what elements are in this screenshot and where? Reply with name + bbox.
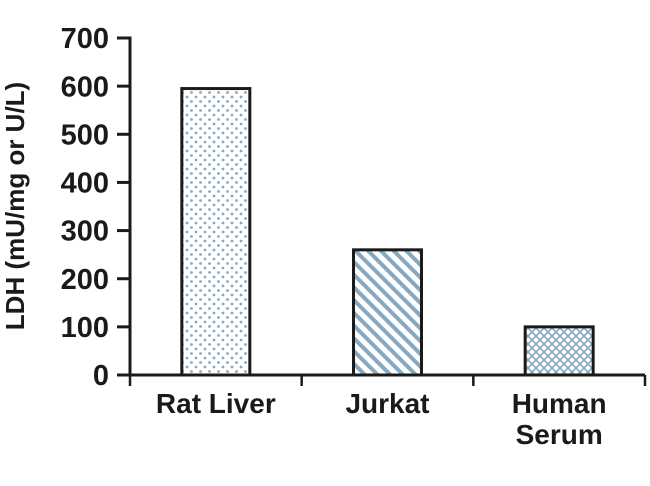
bar-jurkat: [352, 248, 423, 377]
y-axis-title: LDH (mU/mg or U/L): [0, 82, 30, 330]
y-axis-ticks: 0 100 200 300 400 500 600 700: [61, 23, 130, 392]
bar-rat-liver: [180, 87, 252, 377]
y-tick-label: 300: [61, 216, 109, 248]
bar-human-serum: [523, 325, 595, 377]
axes-group: [128, 36, 645, 377]
bars-group: [180, 87, 595, 377]
y-tick-label: 0: [93, 360, 109, 392]
y-tick-label: 400: [61, 168, 109, 200]
x-axis-ticks: [128, 375, 647, 386]
x-category-label: Human Serum: [512, 388, 607, 450]
x-category-label: Rat Liver: [156, 388, 276, 419]
y-tick-label: 600: [61, 71, 109, 103]
x-category-label: Jurkat: [345, 388, 429, 419]
x-axis-labels: Rat Liver Jurkat Human Serum: [156, 388, 607, 450]
y-tick-label: 200: [61, 264, 109, 296]
y-tick-label: 100: [61, 312, 109, 344]
y-tick-label: 700: [61, 23, 109, 55]
y-tick-label: 500: [61, 119, 109, 151]
